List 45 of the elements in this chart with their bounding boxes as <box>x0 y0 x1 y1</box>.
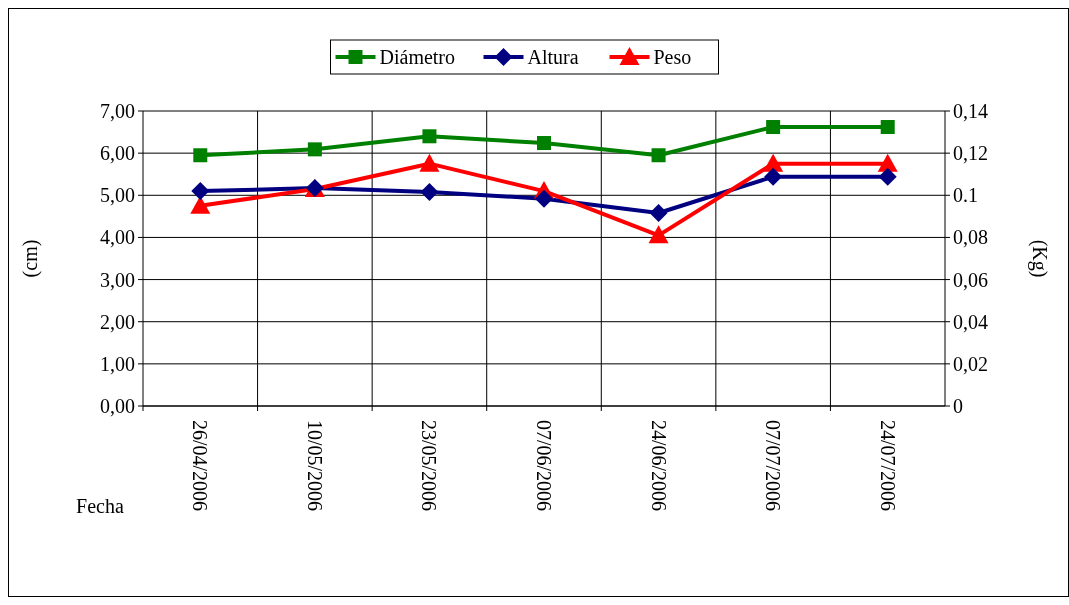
point <box>193 148 208 163</box>
y-tick-label: 7,00 <box>100 100 135 122</box>
y-tick-label: 2,00 <box>100 310 135 333</box>
point <box>878 167 897 186</box>
y2-tick-label: 0,12 <box>953 142 988 165</box>
x-tick-label: 26/04/2006 <box>189 420 212 512</box>
y-tick-label: 5,00 <box>100 184 135 207</box>
x-tick-label: 10/05/2006 <box>303 420 326 512</box>
point <box>648 225 669 244</box>
y-tick-label: 0,00 <box>100 395 135 417</box>
y2-tick-label: 0.1 <box>953 184 978 207</box>
y-tick-label: 4,00 <box>100 226 135 249</box>
point <box>419 153 440 172</box>
y-tick-label: 1,00 <box>100 352 135 375</box>
y2-tick-label: 0,06 <box>953 268 988 291</box>
point <box>651 148 666 163</box>
y2-tick-label: 0,04 <box>953 310 988 333</box>
point <box>420 182 439 201</box>
legend-label: Diámetro <box>379 46 456 68</box>
point <box>766 120 781 135</box>
point <box>649 203 668 222</box>
point <box>535 189 553 208</box>
y2-tick-label: 0,14 <box>953 100 988 122</box>
y-tick-label: 6,00 <box>100 142 135 165</box>
y-axis-title: (cm) <box>19 239 42 278</box>
point <box>191 182 210 201</box>
point <box>880 120 895 135</box>
y2-tick-label: 0,08 <box>953 226 988 249</box>
x-axis-title: Fecha <box>76 495 124 517</box>
point <box>764 167 783 186</box>
y2-tick-label: 0,02 <box>953 352 988 375</box>
point <box>537 136 551 151</box>
x-tick-label: 07/06/2006 <box>533 420 555 512</box>
point <box>877 153 898 172</box>
x-tick-label: 23/05/2006 <box>418 420 441 512</box>
legend-label: Peso <box>653 46 692 68</box>
legend-label: Altura <box>527 46 579 68</box>
x-tick-label: 24/06/2006 <box>647 420 670 512</box>
y2-axis-title: (Kg) <box>1028 239 1051 278</box>
point <box>422 129 437 144</box>
y2-tick-label: 0 <box>953 395 963 417</box>
point <box>307 142 322 157</box>
x-tick-label: 24/07/2006 <box>876 420 899 512</box>
y-tick-label: 3,00 <box>100 268 135 291</box>
x-tick-label: 07/07/2006 <box>762 420 785 512</box>
